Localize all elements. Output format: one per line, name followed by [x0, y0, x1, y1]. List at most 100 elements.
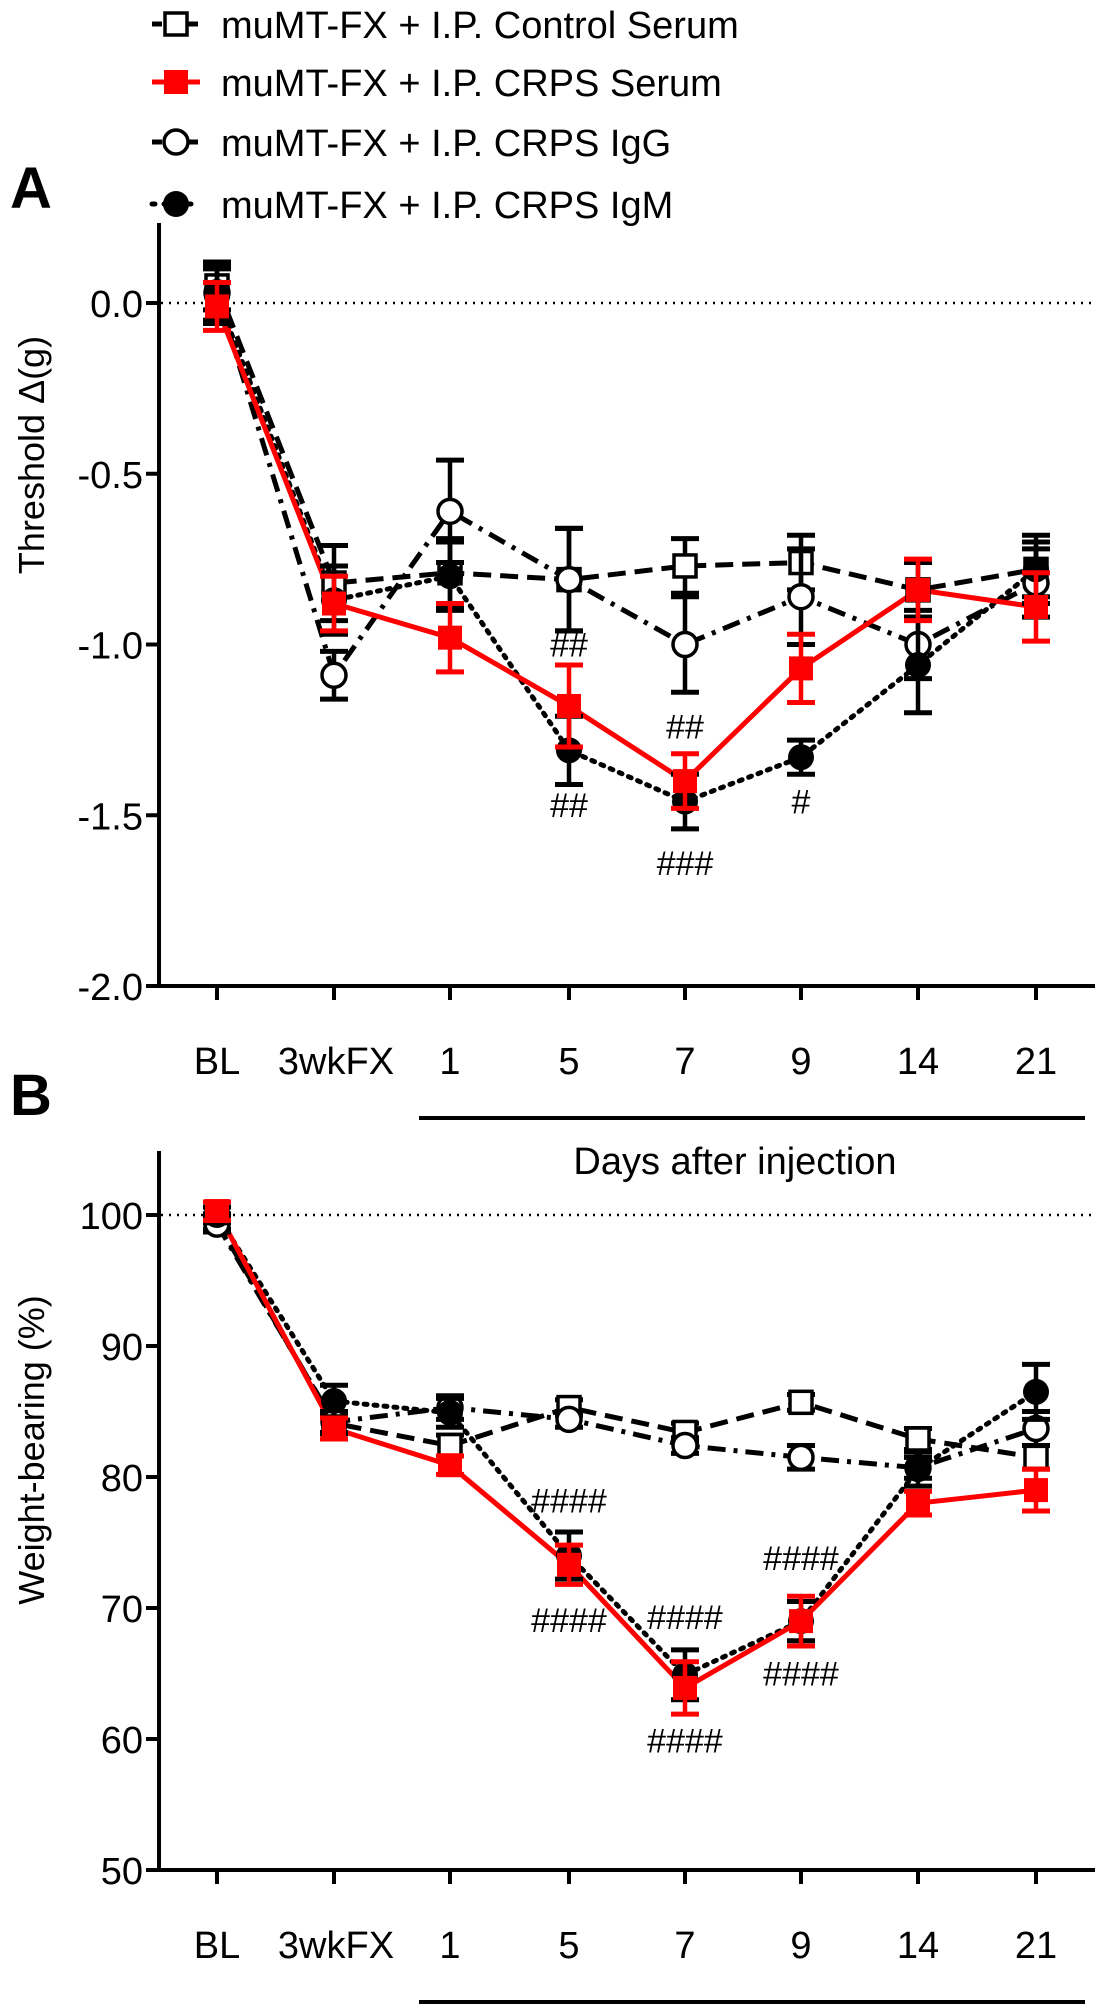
data-point: [557, 693, 581, 718]
data-point: [789, 656, 813, 681]
series-line-0: [214, 1220, 1037, 1460]
data-point: [437, 1399, 463, 1426]
data-point: [671, 630, 699, 659]
significance-annotation: ####: [531, 1602, 607, 1640]
data-point: [905, 651, 931, 678]
data-point: [555, 1405, 583, 1434]
legend-label-0: muMT-FX + I.P. Control Serum: [221, 5, 739, 47]
legend-marker-1: [164, 70, 188, 94]
data-point: [787, 582, 815, 611]
y-tick-label: 90: [101, 1327, 143, 1369]
y-tick-label: -1.5: [78, 796, 143, 838]
data-point: [322, 1416, 346, 1441]
significance-annotation: ####: [763, 1656, 839, 1694]
significance-annotation: ####: [763, 1540, 839, 1578]
data-point: [437, 563, 463, 590]
data-point: [673, 769, 697, 794]
data-point: [557, 1552, 581, 1577]
data-point: [906, 577, 930, 602]
y-tick-label: -2.0: [78, 967, 143, 1009]
series-line-2: [214, 1222, 1037, 1471]
panel-label-a: A: [10, 156, 52, 221]
y-tick-label: 100: [80, 1196, 143, 1238]
data-point: [438, 625, 462, 650]
significance-annotation: ####: [647, 1599, 723, 1637]
x-tick-label: 9: [790, 1925, 811, 1967]
data-point: [556, 737, 582, 764]
data-point: [320, 661, 348, 689]
x-axis-label: Days after injection: [573, 1141, 896, 1183]
data-point: [1023, 556, 1049, 583]
legend-label-1: muMT-FX + I.P. CRPS Serum: [221, 63, 722, 105]
series-line-3: [214, 293, 1039, 805]
y-axis-label: Threshold Δ(g): [11, 336, 52, 574]
series-line-3: [214, 1212, 1039, 1678]
x-tick-label: 14: [897, 1925, 939, 1967]
x-tick-label: 9: [790, 1041, 811, 1083]
y-tick-label: 0.0: [90, 284, 143, 326]
legend-marker-0: [163, 11, 189, 37]
data-point: [906, 1491, 930, 1516]
data-point: [436, 497, 464, 526]
series-line-1: [214, 305, 1037, 784]
panel-label-b: B: [10, 1063, 52, 1128]
legend-label-2: muMT-FX + I.P. CRPS IgG: [221, 123, 671, 165]
x-tick-label: 3wkFX: [278, 1925, 394, 1967]
series-line-0: [214, 285, 1037, 593]
x-tick-label: 21: [1015, 1925, 1057, 1967]
data-point: [788, 744, 814, 771]
data-point: [1023, 1444, 1049, 1471]
x-tick-label: BL: [194, 1925, 240, 1967]
x-tick-label: 3wkFX: [278, 1041, 394, 1083]
data-point: [321, 1388, 347, 1415]
x-tick-label: 7: [674, 1041, 695, 1083]
x-tick-label: 1: [439, 1041, 460, 1083]
legend-label-3: muMT-FX + I.P. CRPS IgM: [221, 185, 673, 227]
x-tick-label: 5: [558, 1041, 579, 1083]
data-point: [787, 1443, 815, 1472]
significance-annotation: ##: [550, 787, 588, 825]
x-tick-label: BL: [194, 1041, 240, 1083]
y-tick-label: -1.0: [78, 626, 143, 668]
data-point: [672, 553, 698, 579]
significance-annotation: #: [792, 784, 811, 822]
x-tick-label: 21: [1015, 1041, 1057, 1083]
y-tick-label: 60: [101, 1720, 143, 1762]
data-point: [788, 1389, 814, 1416]
y-tick-label: 80: [101, 1458, 143, 1500]
data-point: [205, 1199, 229, 1224]
significance-annotation: ###: [657, 845, 714, 883]
legend-marker-3: [163, 191, 189, 217]
data-point: [1023, 1378, 1049, 1405]
x-tick-label: 7: [674, 1925, 695, 1967]
significance-annotation: ####: [647, 1722, 723, 1760]
legend: muMT-FX + I.P. Control Serum muMT-FX + I.…: [149, 5, 739, 227]
y-tick-label: 50: [101, 1851, 143, 1893]
data-point: [322, 591, 346, 616]
data-point: [673, 1675, 697, 1700]
data-point: [438, 1453, 462, 1478]
data-point: [1024, 594, 1048, 619]
data-point: [1024, 1478, 1048, 1503]
legend-marker-2: [162, 128, 190, 156]
data-point: [789, 1609, 813, 1634]
series-line-2: [214, 292, 1038, 678]
panel-a-chart: 0.0 -0.5 -1.0 -1.5 -2.0 BL 3wkFX 1 5 7 9 14 21 Days a…: [11, 223, 1095, 1183]
y-tick-label: -0.5: [78, 455, 143, 497]
y-tick-label: 70: [101, 1589, 143, 1631]
data-point: [555, 565, 583, 594]
y-axis-label: Weight-bearing (%): [11, 1295, 52, 1604]
significance-annotation: ####: [531, 1483, 607, 1521]
x-tick-label: 1: [439, 1925, 460, 1967]
x-tick-label: 5: [558, 1925, 579, 1967]
panel-b-chart: 1009080706050BL3wkFX15791421Days after i…: [11, 1151, 1095, 2004]
data-point: [671, 1431, 699, 1460]
significance-annotation: ##: [666, 708, 704, 746]
significance-annotation: ##: [550, 627, 588, 665]
data-point: [905, 1426, 931, 1452]
data-point: [205, 294, 229, 319]
data-point: [905, 1456, 931, 1483]
series-line-1: [214, 1209, 1037, 1691]
x-tick-label: 14: [897, 1041, 939, 1083]
